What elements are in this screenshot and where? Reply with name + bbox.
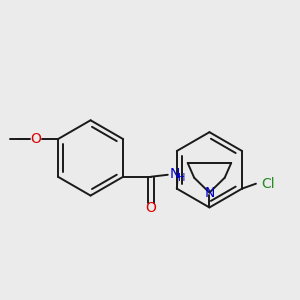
Text: H: H [178,173,185,183]
Text: O: O [31,132,42,146]
Text: N: N [204,186,214,200]
Text: N: N [169,167,180,181]
Text: Cl: Cl [261,177,274,191]
Text: O: O [146,202,156,215]
